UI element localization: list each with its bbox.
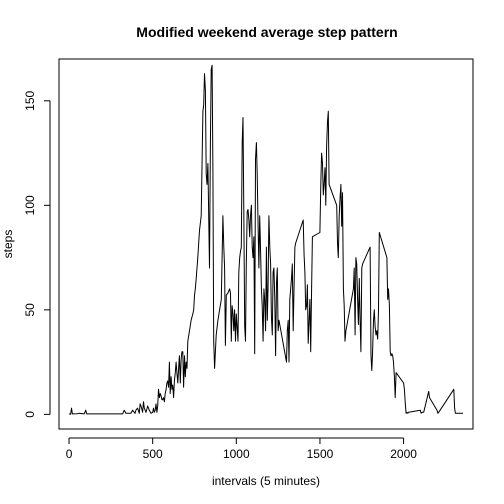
x-tick-label: 1500	[307, 447, 334, 461]
y-tick-label: 150	[23, 90, 37, 110]
x-tick-label: 1000	[223, 447, 250, 461]
x-tick-label: 2000	[390, 447, 417, 461]
y-axis: 0 50 100 150	[23, 90, 51, 418]
series-line	[68, 64, 463, 415]
y-axis-label: steps	[1, 230, 15, 259]
y-tick-label: 50	[23, 303, 37, 317]
series-layer	[68, 64, 463, 415]
x-tick-label: 500	[143, 447, 163, 461]
x-tick-label: 0	[66, 447, 73, 461]
x-axis: 0 500 1000 1500 2000	[66, 437, 417, 461]
y-tick-label: 100	[23, 195, 37, 215]
chart-title: Modified weekend average step pattern	[136, 24, 397, 40]
x-axis-label: intervals (5 minutes)	[212, 474, 320, 488]
plot-frame	[58, 58, 474, 430]
y-tick-label: 0	[23, 411, 37, 418]
